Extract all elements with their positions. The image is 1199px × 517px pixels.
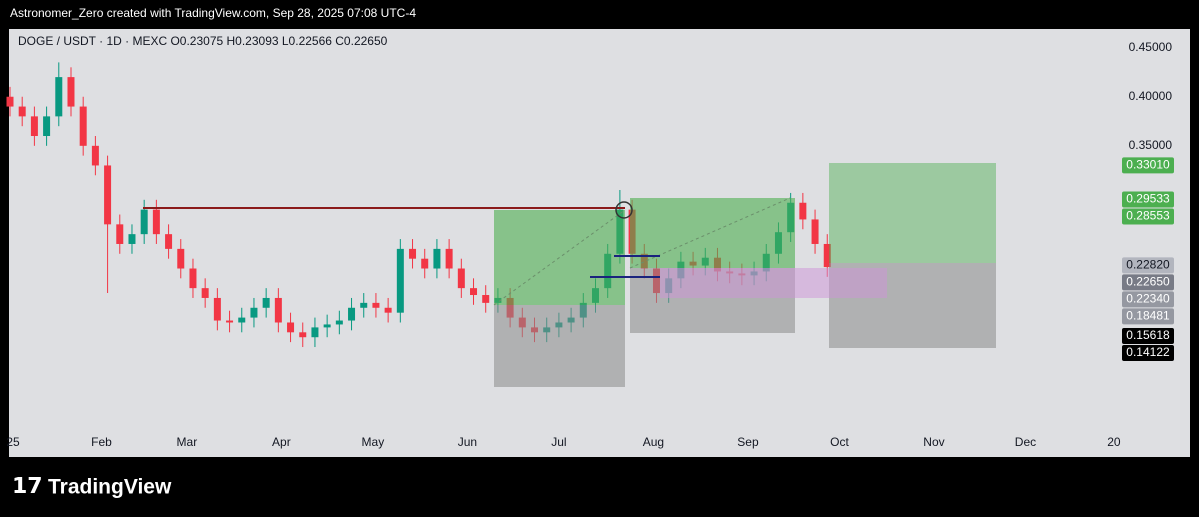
candle-body xyxy=(323,324,331,328)
trade-path xyxy=(629,197,791,269)
candle-body xyxy=(262,297,270,308)
price-tag xyxy=(1122,157,1174,174)
candle-body xyxy=(457,268,465,289)
candle-body xyxy=(335,320,343,325)
marker-circle xyxy=(615,201,633,219)
candle-body xyxy=(396,248,404,313)
price-tag-label: 0.22820 xyxy=(1126,258,1170,272)
x-tick-label: May xyxy=(362,435,385,449)
candle-body xyxy=(201,288,209,298)
x-tick-label: Feb xyxy=(91,435,112,449)
candle-body xyxy=(299,332,307,338)
trade-path xyxy=(493,209,626,306)
candle-body xyxy=(445,248,453,269)
price-tag xyxy=(1122,328,1174,345)
candle-body xyxy=(55,77,63,117)
candle-body xyxy=(482,295,490,303)
candle-body xyxy=(128,234,136,244)
candle-body xyxy=(274,297,282,323)
price-tag-label: 0.29533 xyxy=(1126,192,1170,206)
x-tick-label: Oct xyxy=(830,435,849,449)
y-tick-label: 0.35000 xyxy=(1129,138,1173,152)
drawings xyxy=(143,163,996,387)
price-tag-label: 0.22340 xyxy=(1126,292,1170,306)
candle-body xyxy=(409,248,417,259)
candle-body xyxy=(287,322,295,333)
candle-body xyxy=(152,209,160,235)
stop-zone xyxy=(494,305,625,387)
candle-body xyxy=(823,243,831,268)
header: Astronomer_Zero created with TradingView… xyxy=(10,6,416,20)
logo-mark: 𝟭𝟳 xyxy=(12,473,43,498)
price-tag-label: 0.14122 xyxy=(1126,345,1170,359)
target-zone xyxy=(829,163,996,263)
y-tick-label: 0.45000 xyxy=(1129,40,1173,54)
candle-body xyxy=(6,96,14,107)
price-tag xyxy=(1122,291,1174,308)
x-tick-label: 20 xyxy=(1107,435,1121,449)
candle-body xyxy=(91,145,99,166)
candle-body xyxy=(238,317,246,323)
candle-body xyxy=(311,327,319,338)
candle-body xyxy=(372,302,380,308)
x-tick-label: 25 xyxy=(6,435,20,449)
candle-body xyxy=(799,202,807,220)
candle-body xyxy=(18,106,26,117)
price-tag-label: 0.15618 xyxy=(1126,328,1170,342)
candle-body xyxy=(433,248,441,269)
price-tag xyxy=(1122,274,1174,291)
candle-body xyxy=(116,224,124,244)
candle-body xyxy=(360,302,368,308)
candle-body xyxy=(79,106,87,146)
x-tick-label: Nov xyxy=(923,435,944,449)
candle-body xyxy=(177,248,185,269)
candle-body xyxy=(104,165,112,225)
zone xyxy=(660,268,887,298)
x-tick-label: Apr xyxy=(272,435,291,449)
x-tick-label: Sep xyxy=(737,435,759,449)
candle-body xyxy=(189,268,197,289)
candle-body xyxy=(250,307,258,318)
candle-body xyxy=(140,209,148,235)
price-tag-label: 0.33010 xyxy=(1126,158,1170,172)
x-tick-label: Mar xyxy=(177,435,198,449)
candle-body xyxy=(348,307,356,321)
price-tag xyxy=(1122,257,1174,274)
candle-body xyxy=(470,288,478,296)
brand: TradingView xyxy=(48,476,172,499)
x-tick-label: Jun xyxy=(458,435,477,449)
y-tick-label: 0.40000 xyxy=(1129,89,1173,103)
candle-body xyxy=(213,297,221,321)
candle-body xyxy=(43,116,51,137)
price-tag-label: 0.28553 xyxy=(1126,209,1170,223)
candle-body xyxy=(226,320,234,323)
x-tick-label: Jul xyxy=(551,435,566,449)
price-tag-label: 0.22650 xyxy=(1126,275,1170,289)
candle-body xyxy=(384,307,392,313)
symbol-legend: DOGE / USDT · 1D · MEXC O0.23075 H0.2309… xyxy=(18,34,388,48)
candle-body xyxy=(421,258,429,269)
price-tag xyxy=(1122,208,1174,225)
candle-body xyxy=(165,234,173,249)
candle-body xyxy=(30,116,38,137)
candle-body xyxy=(811,219,819,244)
brand-logo: 𝟭𝟳 TradingView xyxy=(12,473,172,499)
price-tag xyxy=(1122,191,1174,208)
x-tick-label: Aug xyxy=(643,435,664,449)
price-tag xyxy=(1122,308,1174,325)
x-tick-label: Dec xyxy=(1015,435,1036,449)
candle-body xyxy=(67,77,75,107)
price-tag-label: 0.18481 xyxy=(1126,309,1170,323)
price-tag xyxy=(1122,345,1174,362)
